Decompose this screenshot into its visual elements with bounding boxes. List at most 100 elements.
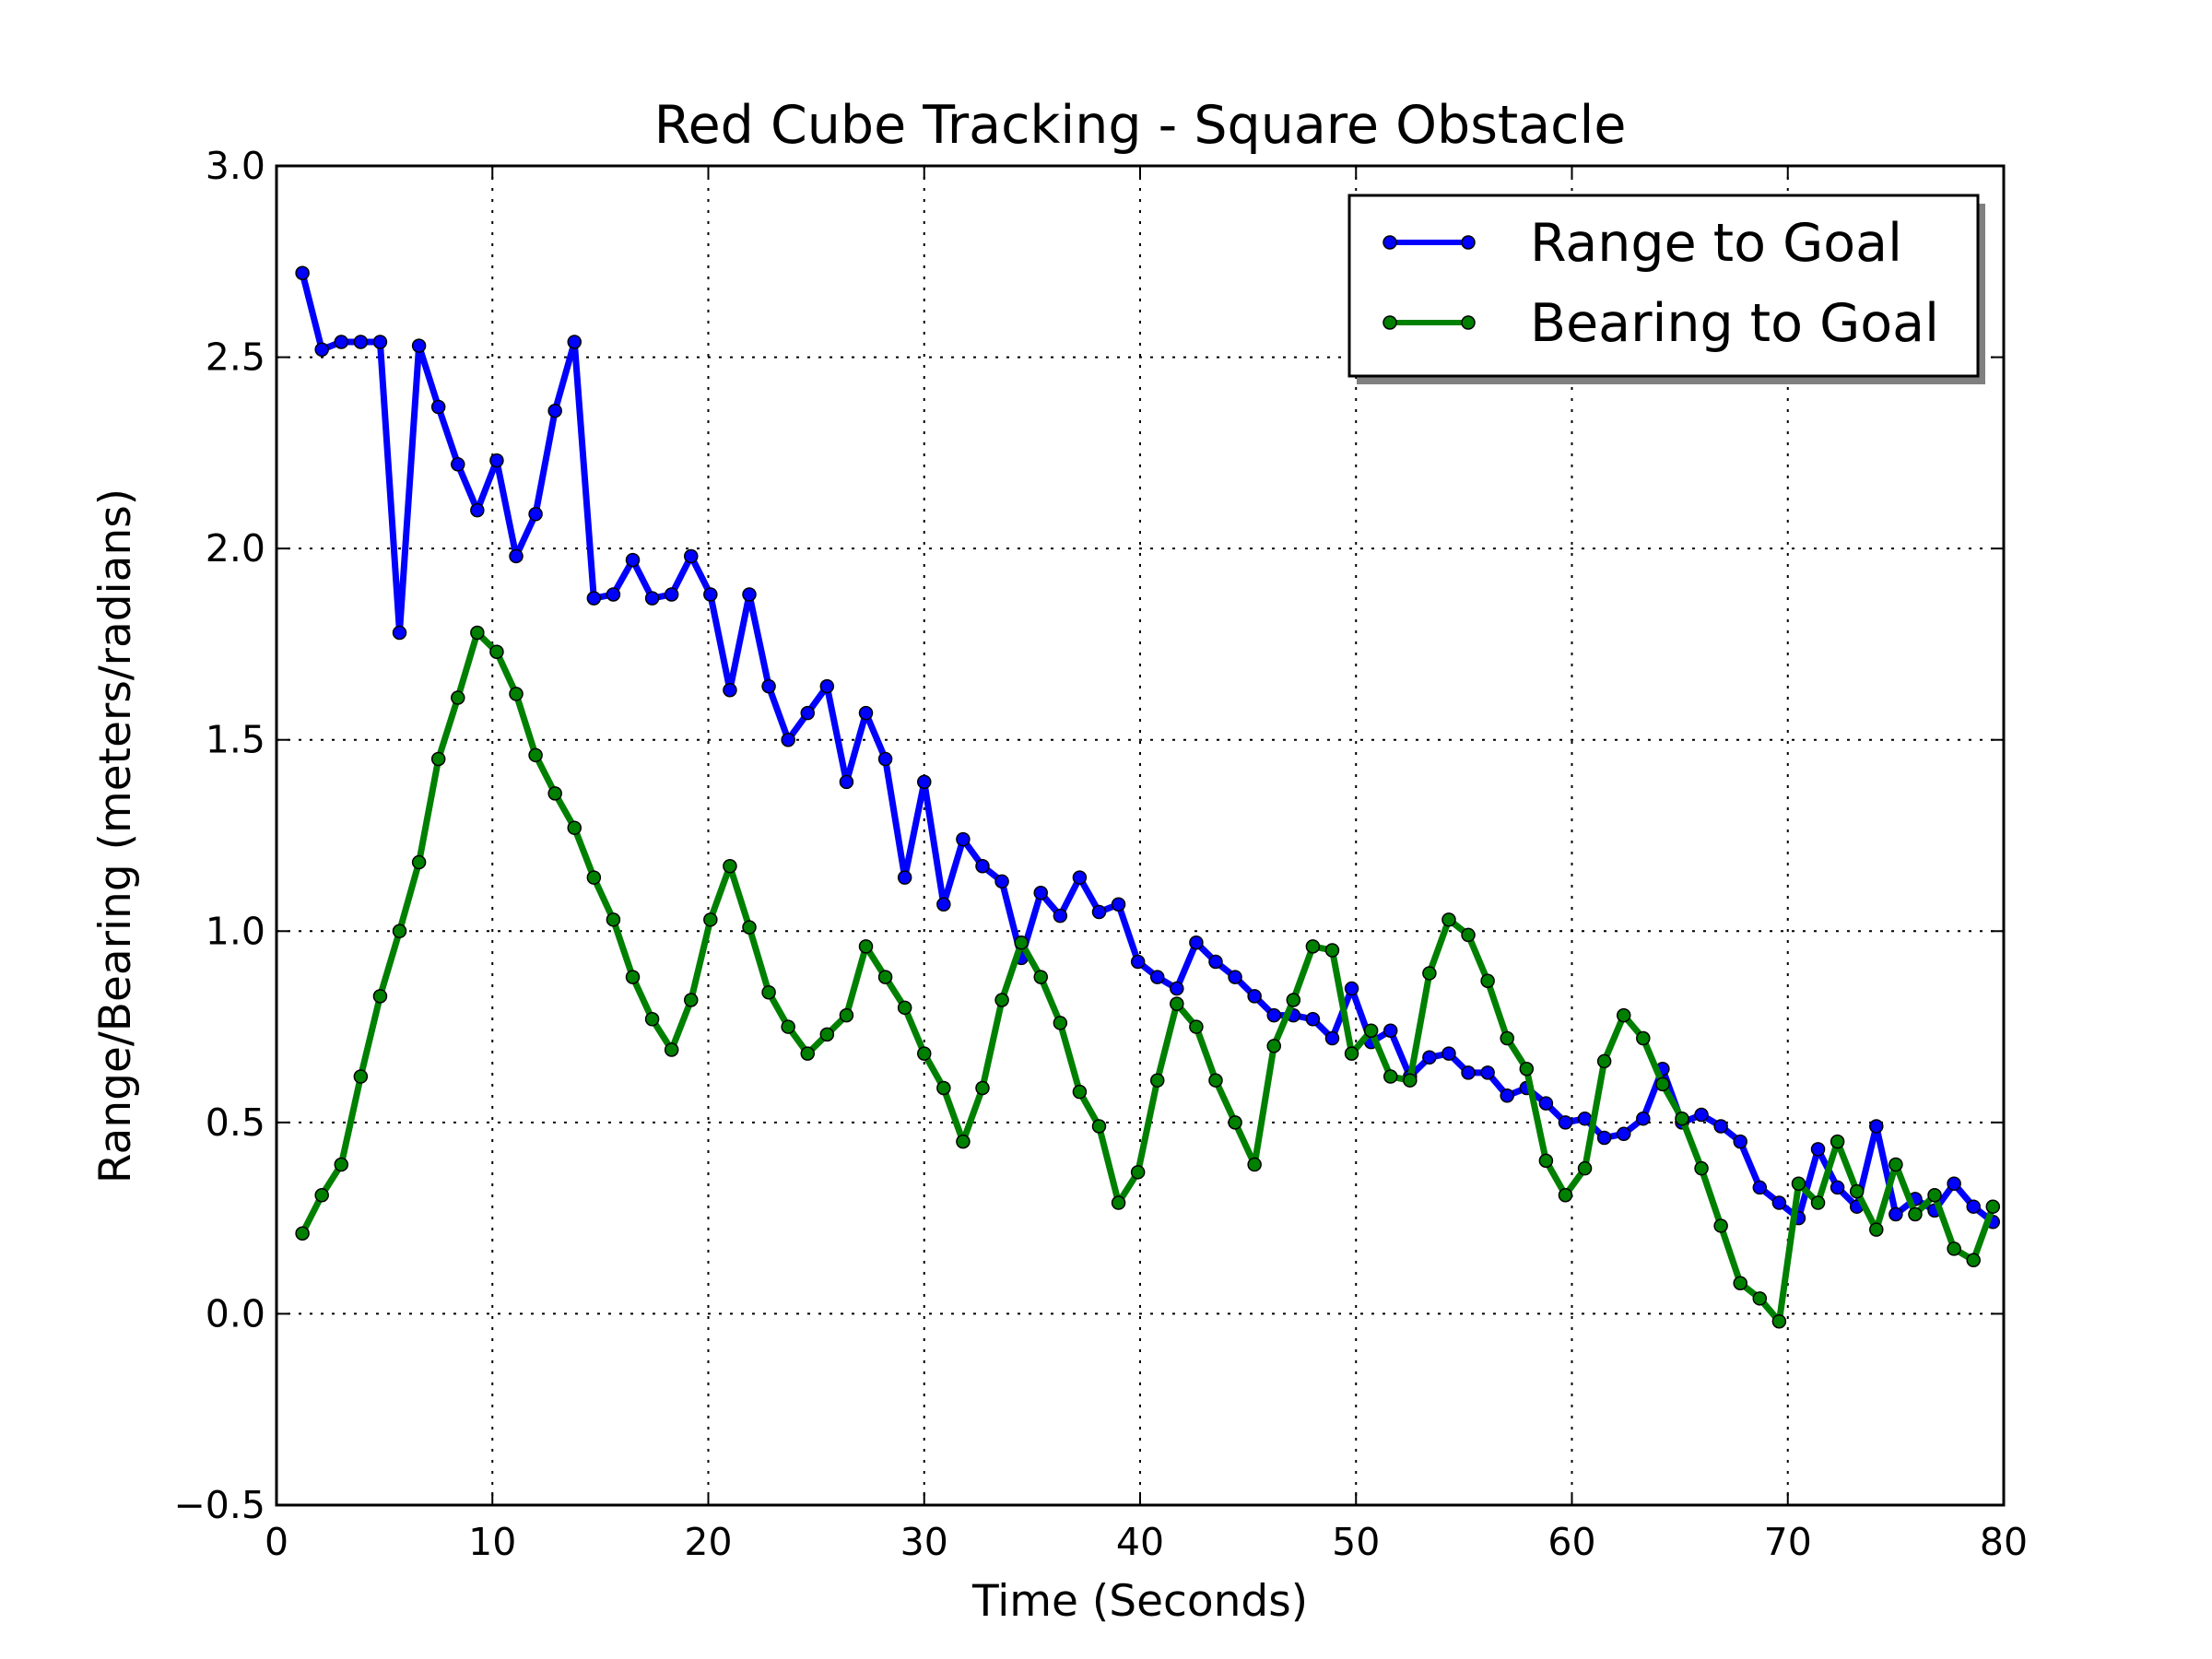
data-point-range-to-goal bbox=[1810, 1142, 1826, 1157]
legend-label-range: Range to Goal bbox=[1530, 213, 1902, 274]
legend-marker-range bbox=[1461, 235, 1476, 250]
series-line-range-to-goal bbox=[299, 272, 1995, 1225]
data-point-range-to-goal bbox=[858, 705, 874, 721]
data-point-range-to-goal bbox=[1752, 1180, 1768, 1195]
y-tick-label: 2.5 bbox=[206, 335, 265, 380]
x-tick-label: 80 bbox=[1980, 1520, 2028, 1564]
data-point-bearing-to-goal bbox=[664, 1042, 679, 1057]
y-tick-label: 1.5 bbox=[206, 718, 265, 762]
data-point-range-to-goal bbox=[430, 399, 446, 415]
data-point-range-to-goal bbox=[839, 774, 854, 790]
data-point-bearing-to-goal bbox=[1908, 1206, 1923, 1222]
data-point-range-to-goal bbox=[1771, 1195, 1787, 1210]
y-tick-label: 0.5 bbox=[206, 1100, 265, 1145]
data-point-bearing-to-goal bbox=[1344, 1046, 1359, 1061]
data-point-range-to-goal bbox=[1577, 1111, 1593, 1126]
data-point-bearing-to-goal bbox=[1422, 966, 1437, 981]
data-point-bearing-to-goal bbox=[1966, 1253, 1981, 1268]
data-point-bearing-to-goal bbox=[1403, 1073, 1418, 1088]
data-point-bearing-to-goal bbox=[411, 854, 427, 870]
data-point-bearing-to-goal bbox=[1072, 1084, 1088, 1100]
data-point-bearing-to-goal bbox=[858, 939, 874, 954]
data-point-bearing-to-goal bbox=[897, 1000, 912, 1016]
data-point-bearing-to-goal bbox=[1519, 1061, 1535, 1077]
data-point-bearing-to-goal bbox=[489, 644, 504, 659]
data-point-range-to-goal bbox=[800, 705, 816, 721]
data-point-bearing-to-goal bbox=[1130, 1165, 1146, 1180]
data-point-bearing-to-goal bbox=[1675, 1111, 1689, 1126]
data-point-bearing-to-goal bbox=[1149, 1073, 1165, 1088]
x-tick-label: 20 bbox=[684, 1520, 732, 1564]
data-point-bearing-to-goal bbox=[1713, 1218, 1728, 1233]
x-axis-label: Time (Seconds) bbox=[971, 1576, 1308, 1627]
data-point-range-to-goal bbox=[314, 342, 329, 358]
data-point-range-to-goal bbox=[703, 587, 718, 602]
data-point-bearing-to-goal bbox=[1733, 1276, 1747, 1290]
x-tick-label: 60 bbox=[1547, 1520, 1595, 1564]
data-point-range-to-goal bbox=[1461, 1065, 1476, 1080]
data-point-bearing-to-goal bbox=[586, 870, 602, 885]
legend-label-bearing: Bearing to Goal bbox=[1530, 293, 1939, 354]
x-tick-label: 30 bbox=[900, 1520, 948, 1564]
y-tick-label: 3.0 bbox=[206, 144, 265, 188]
data-point-range-to-goal bbox=[664, 587, 679, 602]
data-point-range-to-goal bbox=[1830, 1180, 1845, 1195]
data-point-bearing-to-goal bbox=[956, 1134, 971, 1149]
data-point-bearing-to-goal bbox=[1616, 1007, 1631, 1023]
legend-marker-bearing bbox=[1382, 315, 1397, 330]
data-point-range-to-goal bbox=[1344, 981, 1359, 996]
data-point-range-to-goal bbox=[1596, 1130, 1612, 1146]
data-point-range-to-goal bbox=[567, 335, 582, 349]
legend: Range to Goal Bearing to Goal bbox=[1347, 194, 1985, 384]
data-point-range-to-goal bbox=[547, 403, 562, 418]
legend-box bbox=[1347, 194, 1980, 378]
data-point-range-to-goal bbox=[761, 678, 776, 694]
data-point-bearing-to-goal bbox=[761, 984, 776, 1000]
data-point-range-to-goal bbox=[1636, 1111, 1651, 1126]
data-point-range-to-goal bbox=[1694, 1107, 1709, 1123]
data-point-bearing-to-goal bbox=[1382, 1069, 1398, 1084]
data-point-range-to-goal bbox=[1500, 1088, 1514, 1103]
data-point-bearing-to-goal bbox=[451, 690, 465, 705]
data-point-range-to-goal bbox=[1869, 1119, 1884, 1134]
data-point-bearing-to-goal bbox=[703, 912, 718, 927]
y-tick-label: 0.0 bbox=[206, 1291, 265, 1335]
data-point-range-to-goal bbox=[781, 732, 795, 747]
data-point-bearing-to-goal bbox=[1363, 1023, 1379, 1038]
data-point-range-to-goal bbox=[1480, 1065, 1495, 1080]
data-point-range-to-goal bbox=[956, 831, 971, 847]
data-point-range-to-goal bbox=[353, 335, 369, 349]
data-point-range-to-goal bbox=[625, 552, 641, 568]
data-point-range-to-goal bbox=[819, 678, 835, 694]
data-point-range-to-goal bbox=[1441, 1046, 1456, 1061]
data-point-range-to-goal bbox=[1324, 1030, 1340, 1046]
data-point-bearing-to-goal bbox=[1305, 939, 1321, 954]
data-point-range-to-goal bbox=[1422, 1050, 1437, 1065]
data-point-range-to-goal bbox=[1538, 1096, 1554, 1111]
data-point-bearing-to-goal bbox=[1091, 1119, 1107, 1134]
data-point-range-to-goal bbox=[936, 897, 951, 912]
data-point-range-to-goal bbox=[509, 548, 524, 564]
data-point-bearing-to-goal bbox=[1247, 1157, 1262, 1172]
data-point-range-to-goal bbox=[1189, 935, 1204, 950]
data-point-range-to-goal bbox=[1713, 1119, 1728, 1134]
data-point-bearing-to-goal bbox=[470, 625, 485, 641]
data-point-bearing-to-goal bbox=[353, 1069, 369, 1084]
data-point-range-to-goal bbox=[684, 548, 699, 564]
data-point-bearing-to-goal bbox=[1752, 1291, 1768, 1306]
data-point-range-to-goal bbox=[1228, 970, 1242, 984]
data-point-bearing-to-goal bbox=[1053, 1016, 1068, 1030]
data-point-range-to-goal bbox=[1966, 1199, 1981, 1214]
data-point-range-to-goal bbox=[1072, 870, 1088, 885]
data-point-bearing-to-goal bbox=[1927, 1187, 1942, 1203]
data-point-bearing-to-goal bbox=[1985, 1199, 2001, 1214]
data-point-bearing-to-goal bbox=[1849, 1183, 1865, 1199]
data-point-bearing-to-goal bbox=[1111, 1195, 1126, 1210]
data-point-range-to-goal bbox=[489, 453, 504, 468]
data-point-bearing-to-goal bbox=[1596, 1053, 1612, 1069]
data-point-bearing-to-goal bbox=[1771, 1313, 1787, 1329]
data-point-range-to-goal bbox=[994, 874, 1009, 889]
data-point-range-to-goal bbox=[723, 682, 737, 698]
data-point-bearing-to-goal bbox=[877, 970, 893, 984]
data-point-bearing-to-goal bbox=[1947, 1241, 1961, 1256]
